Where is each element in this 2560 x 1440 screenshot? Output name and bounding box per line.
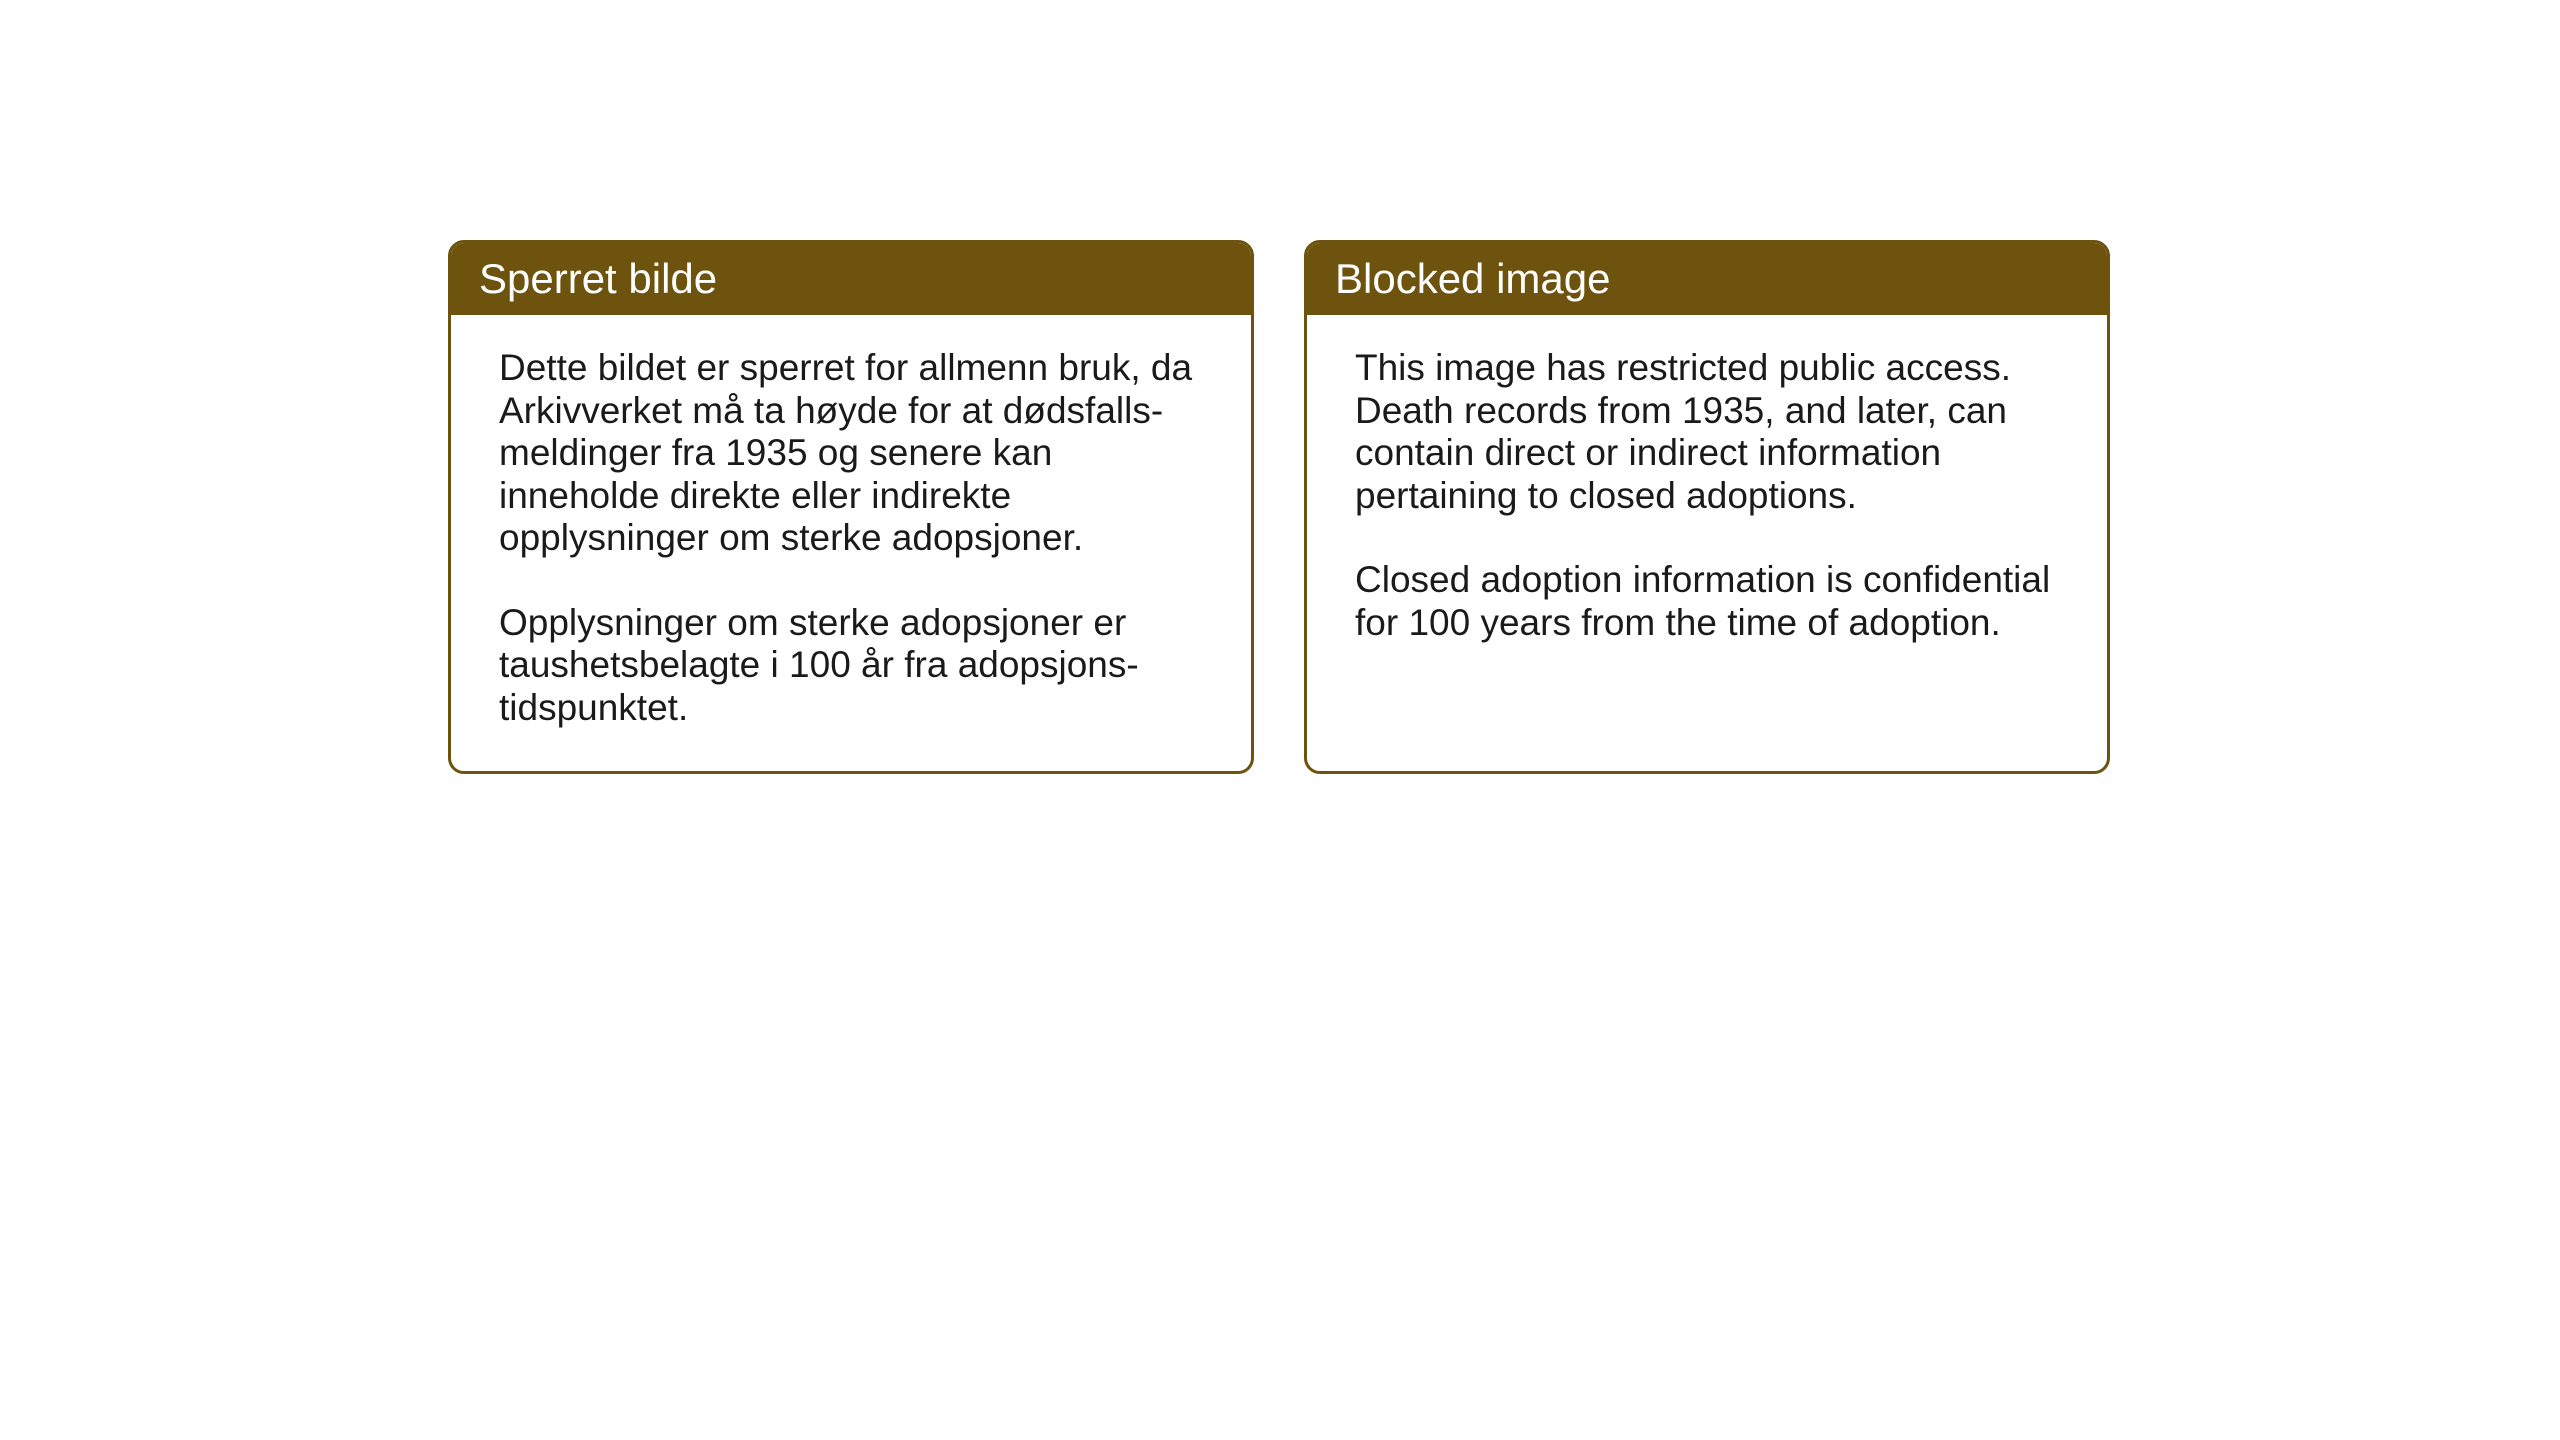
norwegian-paragraph-1: Dette bildet er sperret for allmenn bruk…: [499, 347, 1203, 560]
norwegian-paragraph-2: Opplysninger om sterke adopsjoner er tau…: [499, 602, 1203, 730]
english-card-title: Blocked image: [1335, 255, 1610, 302]
english-paragraph-1: This image has restricted public access.…: [1355, 347, 2059, 517]
norwegian-card-body: Dette bildet er sperret for allmenn bruk…: [451, 315, 1251, 771]
english-card: Blocked image This image has restricted …: [1304, 240, 2110, 774]
english-card-body: This image has restricted public access.…: [1307, 315, 2107, 765]
norwegian-card-title: Sperret bilde: [479, 255, 717, 302]
english-paragraph-2: Closed adoption information is confident…: [1355, 559, 2059, 644]
cards-container: Sperret bilde Dette bildet er sperret fo…: [448, 240, 2110, 774]
english-card-header: Blocked image: [1307, 243, 2107, 315]
norwegian-card: Sperret bilde Dette bildet er sperret fo…: [448, 240, 1254, 774]
norwegian-card-header: Sperret bilde: [451, 243, 1251, 315]
